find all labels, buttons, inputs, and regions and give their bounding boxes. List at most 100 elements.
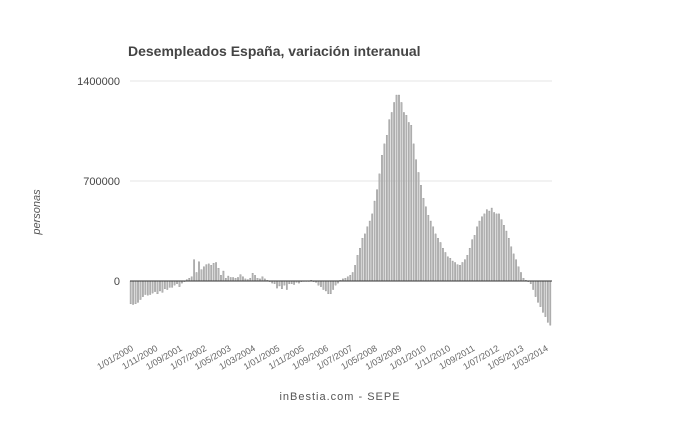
bar bbox=[388, 119, 391, 282]
bar bbox=[324, 280, 327, 292]
bar bbox=[254, 275, 256, 282]
bar bbox=[368, 220, 371, 282]
bar bbox=[166, 280, 169, 290]
bar bbox=[415, 159, 417, 282]
bar bbox=[168, 280, 171, 288]
bar bbox=[437, 237, 439, 282]
bar bbox=[454, 262, 456, 282]
bar bbox=[446, 256, 449, 282]
y-tick-labels: 0 700000 1400000 bbox=[77, 76, 120, 288]
bar bbox=[359, 247, 361, 282]
bar bbox=[222, 270, 225, 282]
bar bbox=[485, 209, 488, 282]
bar bbox=[278, 280, 281, 287]
bar bbox=[334, 280, 337, 286]
bar bbox=[473, 235, 476, 282]
bar bbox=[329, 280, 332, 295]
bar bbox=[439, 242, 442, 282]
bar bbox=[459, 265, 461, 282]
bar bbox=[327, 280, 330, 295]
bar bbox=[493, 212, 496, 282]
bar bbox=[466, 255, 469, 282]
bar bbox=[546, 280, 549, 323]
bar bbox=[405, 115, 408, 282]
bar bbox=[281, 280, 283, 290]
bar bbox=[229, 277, 232, 282]
bar bbox=[151, 280, 154, 294]
bar bbox=[139, 280, 142, 300]
bar-series bbox=[129, 94, 552, 326]
bar bbox=[503, 225, 505, 282]
bar bbox=[461, 262, 464, 282]
bar bbox=[478, 220, 481, 282]
bar bbox=[132, 280, 134, 305]
bar bbox=[512, 253, 515, 282]
bar bbox=[232, 277, 234, 282]
bar bbox=[520, 272, 522, 282]
bar bbox=[215, 262, 217, 282]
bar bbox=[354, 265, 356, 282]
bar bbox=[349, 275, 352, 282]
bar bbox=[198, 261, 200, 282]
bar bbox=[142, 280, 144, 297]
source-caption: inBestia.com - SEPE bbox=[279, 391, 400, 403]
bar bbox=[427, 215, 430, 282]
bar bbox=[261, 276, 264, 282]
bar bbox=[451, 260, 454, 282]
bar bbox=[420, 185, 422, 282]
bar bbox=[346, 276, 349, 282]
bar bbox=[293, 280, 295, 285]
bar bbox=[200, 269, 203, 282]
bar bbox=[432, 226, 435, 282]
bar bbox=[283, 280, 286, 286]
bar bbox=[417, 172, 420, 282]
bar bbox=[393, 102, 396, 282]
bar bbox=[471, 239, 474, 282]
bar bbox=[517, 266, 520, 282]
bar bbox=[507, 237, 510, 282]
bar bbox=[549, 280, 552, 326]
bar bbox=[422, 197, 425, 282]
bar bbox=[481, 216, 483, 282]
bar bbox=[434, 233, 437, 282]
chart-title: Desempleados España, variación interanua… bbox=[128, 43, 421, 59]
bar bbox=[395, 94, 398, 282]
y-axis-label: personas bbox=[31, 189, 43, 236]
bar bbox=[237, 277, 239, 282]
bar bbox=[154, 280, 156, 292]
bar bbox=[537, 280, 539, 303]
bar bbox=[376, 189, 378, 282]
bar bbox=[539, 280, 542, 307]
bar bbox=[178, 280, 181, 287]
bar bbox=[276, 280, 278, 289]
bar bbox=[171, 280, 174, 288]
bar bbox=[144, 280, 147, 295]
bar bbox=[490, 207, 493, 282]
bar bbox=[173, 280, 176, 286]
bar bbox=[242, 276, 244, 282]
bar bbox=[442, 247, 444, 282]
bar bbox=[332, 280, 335, 290]
bar bbox=[203, 266, 205, 282]
bar bbox=[163, 280, 166, 290]
bar bbox=[320, 280, 322, 287]
bar bbox=[383, 143, 386, 282]
bar bbox=[322, 280, 325, 290]
bar bbox=[193, 259, 195, 282]
bar bbox=[534, 280, 537, 297]
bar bbox=[498, 213, 500, 282]
bar bbox=[364, 233, 366, 282]
bar bbox=[542, 280, 544, 313]
bar bbox=[390, 112, 393, 282]
bar bbox=[398, 94, 400, 282]
bar bbox=[410, 125, 413, 282]
y-tick-label: 0 bbox=[114, 276, 120, 288]
x-tick-labels: 1/01/20001/11/20001/09/20011/07/20021/05… bbox=[95, 343, 549, 372]
bar bbox=[378, 173, 381, 282]
bar bbox=[381, 155, 383, 282]
bar bbox=[217, 267, 220, 282]
bar bbox=[227, 275, 230, 282]
bar bbox=[425, 206, 427, 282]
bar bbox=[149, 280, 152, 295]
